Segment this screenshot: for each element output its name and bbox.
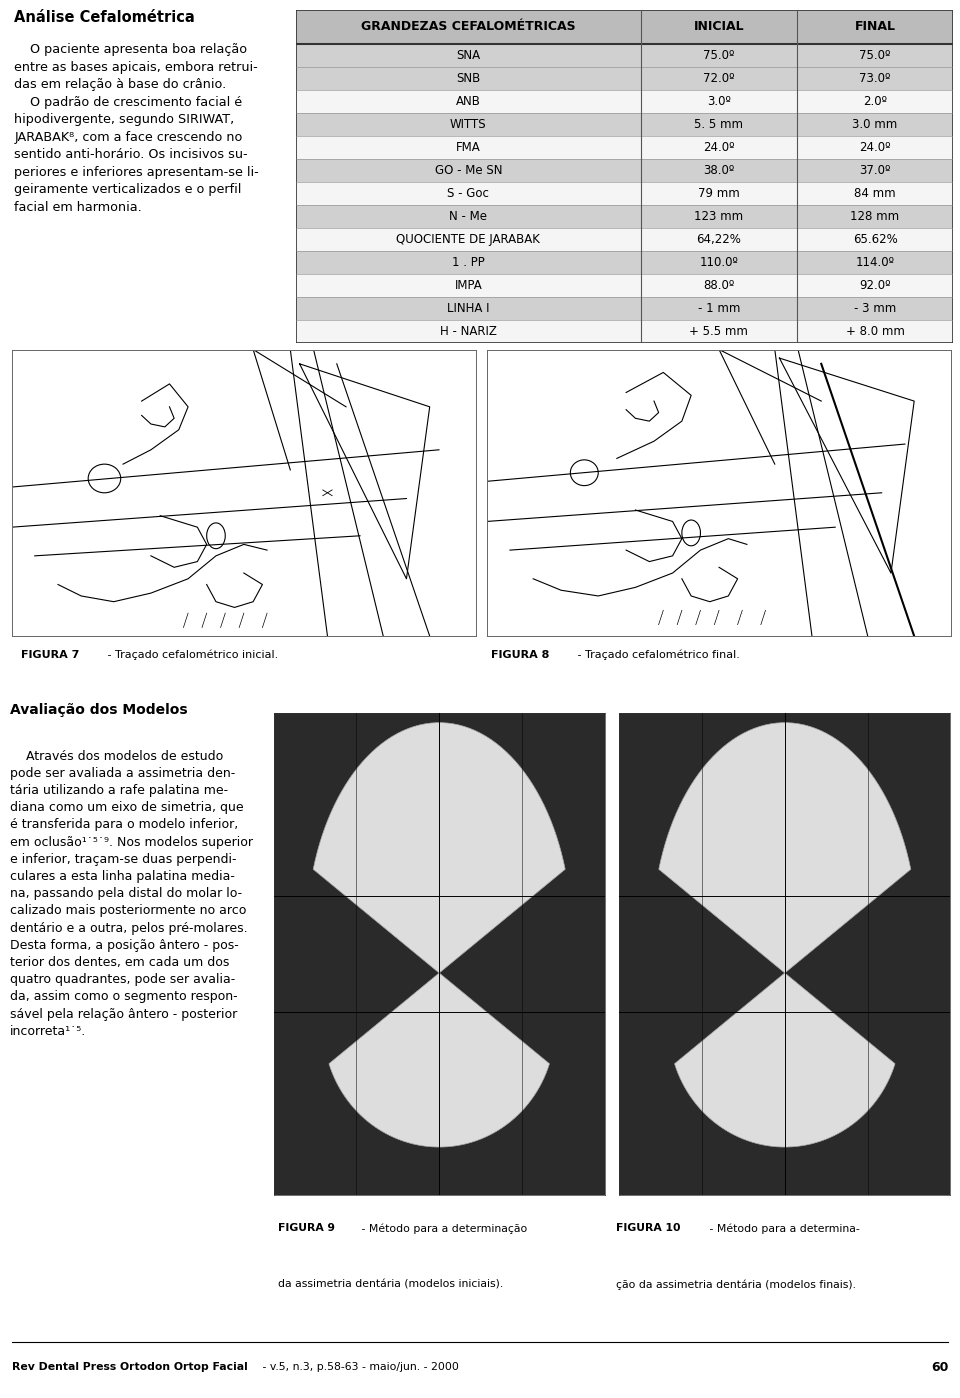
Bar (296, 320, 953, 343)
Text: 72.0º: 72.0º (703, 73, 734, 85)
Polygon shape (659, 723, 911, 1146)
Text: 92.0º: 92.0º (859, 278, 891, 292)
Bar (296, 250, 953, 274)
Text: FIGURA 10: FIGURA 10 (616, 1223, 681, 1233)
Text: ção da assimetria dentária (modelos finais).: ção da assimetria dentária (modelos fina… (616, 1279, 856, 1290)
Text: + 5.5 mm: + 5.5 mm (689, 324, 748, 337)
Text: FINAL: FINAL (854, 21, 896, 34)
Text: 128 mm: 128 mm (851, 210, 900, 222)
Text: + 8.0 mm: + 8.0 mm (846, 324, 904, 337)
Text: 88.0º: 88.0º (704, 278, 734, 292)
Bar (296, 89, 953, 113)
Text: ANB: ANB (456, 95, 481, 108)
Text: 64,22%: 64,22% (696, 232, 741, 246)
Bar (296, 159, 953, 182)
Text: 114.0º: 114.0º (855, 256, 895, 268)
Text: O paciente apresenta boa relação
entre as bases apicais, embora retrui-
das em r: O paciente apresenta boa relação entre a… (14, 43, 259, 214)
Bar (296, 206, 953, 228)
Text: Rev Dental Press Ortodon Ortop Facial: Rev Dental Press Ortodon Ortop Facial (12, 1363, 248, 1373)
Text: - Traçado cefalométrico final.: - Traçado cefalométrico final. (574, 650, 740, 660)
Bar (296, 182, 953, 206)
Text: - 3 mm: - 3 mm (853, 302, 896, 315)
Text: 2.0º: 2.0º (863, 95, 887, 108)
Text: da assimetria dentária (modelos iniciais).: da assimetria dentária (modelos iniciais… (277, 1279, 503, 1289)
Bar (296, 113, 953, 136)
Text: 110.0º: 110.0º (700, 256, 738, 268)
Bar (296, 10, 953, 45)
Text: - Método para a determinação: - Método para a determinação (358, 1223, 527, 1234)
Text: SNA: SNA (456, 49, 480, 62)
Bar (296, 45, 953, 67)
Text: IMPA: IMPA (454, 278, 482, 292)
Text: 75.0º: 75.0º (703, 49, 734, 62)
Text: LINHA I: LINHA I (447, 302, 490, 315)
Text: - v.5, n.3, p.58-63 - maio/jun. - 2000: - v.5, n.3, p.58-63 - maio/jun. - 2000 (259, 1363, 459, 1373)
Text: S - Goc: S - Goc (447, 187, 490, 200)
Polygon shape (313, 723, 565, 1146)
Text: 1 . PP: 1 . PP (452, 256, 485, 268)
Text: 24.0º: 24.0º (859, 141, 891, 154)
Text: QUOCIENTE DE JARABAK: QUOCIENTE DE JARABAK (396, 232, 540, 246)
Text: Análise Cefalométrica: Análise Cefalométrica (14, 10, 195, 25)
Text: Avaliação dos Modelos: Avaliação dos Modelos (10, 703, 187, 717)
Text: GRANDEZAS CEFALOMÉTRICAS: GRANDEZAS CEFALOMÉTRICAS (361, 21, 576, 34)
Text: 60: 60 (931, 1362, 948, 1374)
Text: N - Me: N - Me (449, 210, 488, 222)
Text: 73.0º: 73.0º (859, 73, 891, 85)
Text: 38.0º: 38.0º (704, 164, 734, 178)
Text: - Traçado cefalométrico inicial.: - Traçado cefalométrico inicial. (104, 650, 278, 660)
Text: 3.0º: 3.0º (707, 95, 731, 108)
Text: FIGURA 9: FIGURA 9 (277, 1223, 335, 1233)
Bar (296, 296, 953, 320)
Text: 123 mm: 123 mm (694, 210, 743, 222)
Text: 65.62%: 65.62% (852, 232, 898, 246)
Text: 37.0º: 37.0º (859, 164, 891, 178)
Text: 84 mm: 84 mm (854, 187, 896, 200)
Text: H - NARIZ: H - NARIZ (440, 324, 496, 337)
Text: Através dos modelos de estudo
pode ser avaliada a assimetria den-
tária utilizan: Através dos modelos de estudo pode ser a… (10, 749, 252, 1037)
Bar (296, 228, 953, 250)
Text: 24.0º: 24.0º (703, 141, 734, 154)
Text: GO - Me SN: GO - Me SN (435, 164, 502, 178)
Text: 3.0 mm: 3.0 mm (852, 117, 898, 131)
Bar (296, 67, 953, 89)
Text: - 1 mm: - 1 mm (698, 302, 740, 315)
Text: FIGURA 7: FIGURA 7 (21, 650, 80, 660)
Text: 75.0º: 75.0º (859, 49, 891, 62)
Bar (296, 274, 953, 296)
Text: 79 mm: 79 mm (698, 187, 740, 200)
Text: INICIAL: INICIAL (693, 21, 744, 34)
Text: FMA: FMA (456, 141, 481, 154)
Text: WITTS: WITTS (450, 117, 487, 131)
Bar (296, 136, 953, 159)
Text: FIGURA 8: FIGURA 8 (492, 650, 550, 660)
Text: - Método para a determina-: - Método para a determina- (706, 1223, 859, 1234)
Text: 5. 5 mm: 5. 5 mm (694, 117, 743, 131)
Text: SNB: SNB (456, 73, 480, 85)
